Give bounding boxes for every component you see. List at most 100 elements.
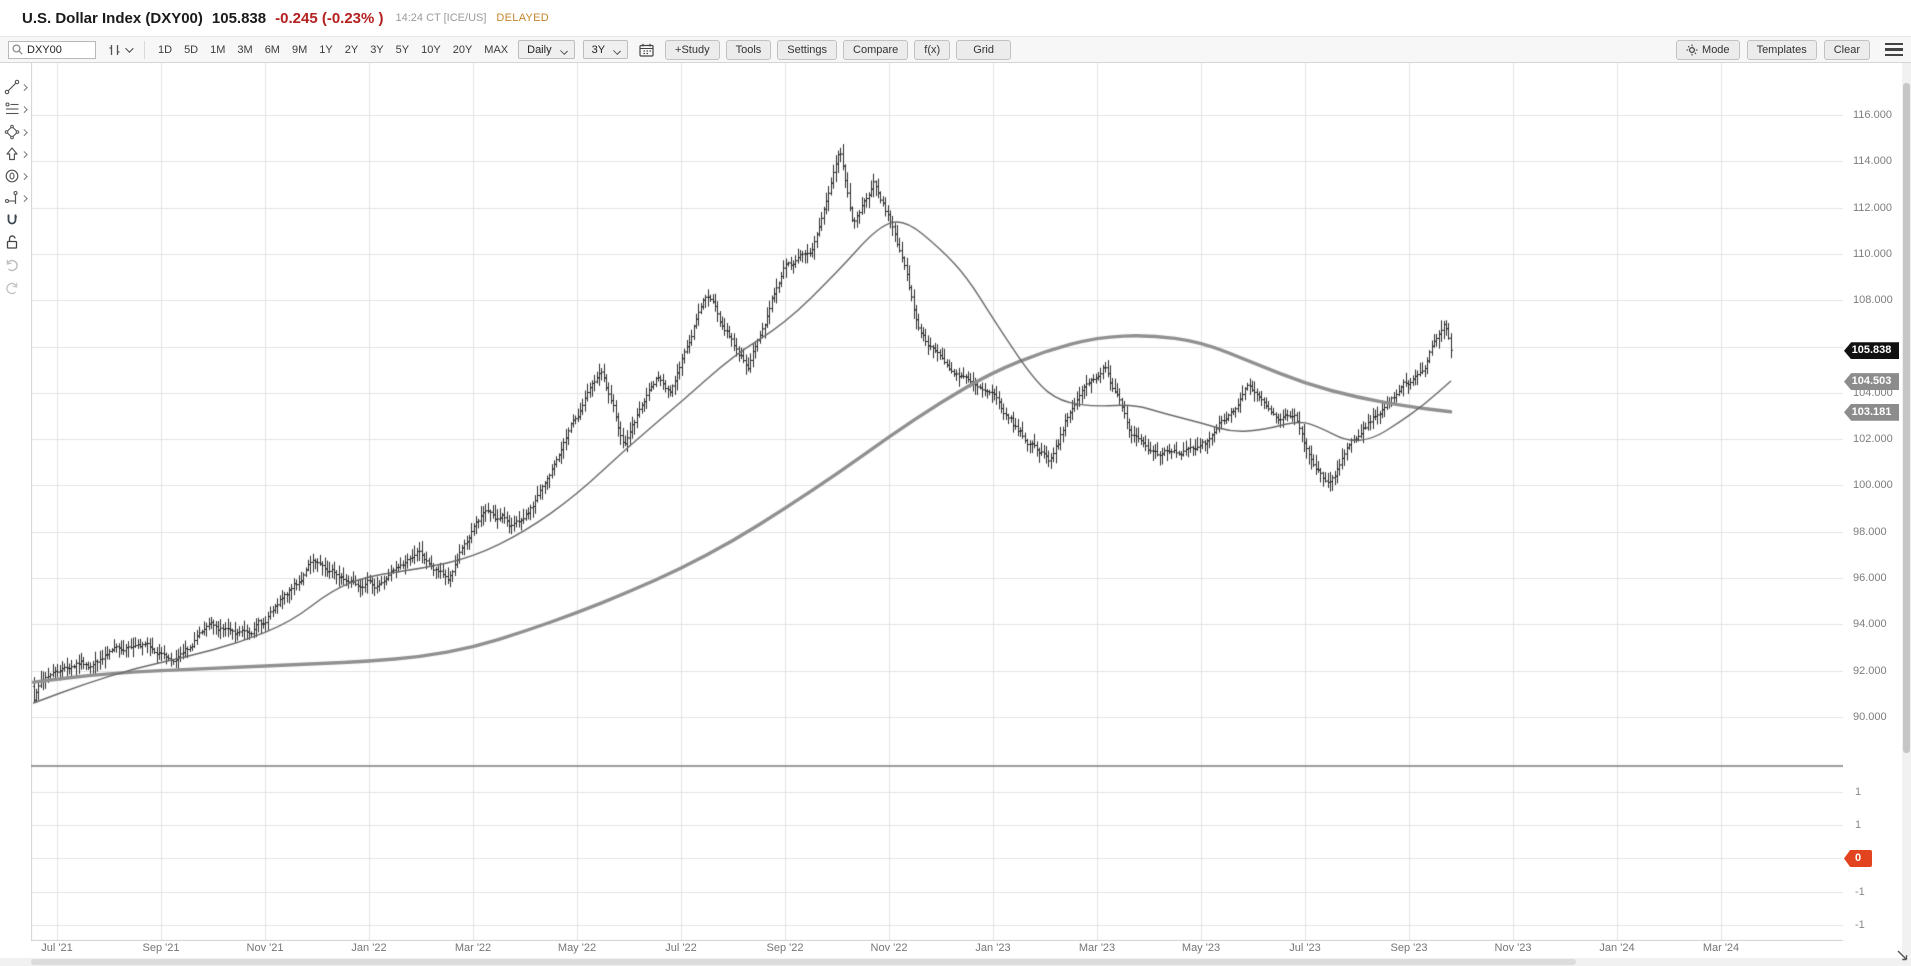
search-icon bbox=[12, 44, 23, 55]
mode-button[interactable]: Mode bbox=[1676, 39, 1740, 60]
study-value-badge: 0 bbox=[1844, 850, 1872, 867]
magnet-tool[interactable] bbox=[4, 210, 30, 230]
period-select[interactable]: 3Y bbox=[582, 40, 629, 59]
price-tick: 92.000 bbox=[1853, 664, 1887, 677]
interval-select[interactable]: Daily bbox=[518, 40, 575, 59]
trend-line-tool[interactable] bbox=[4, 77, 30, 97]
range-9m[interactable]: 9M bbox=[291, 43, 308, 56]
range-6m[interactable]: 6M bbox=[264, 43, 280, 56]
sma50-value-badge: 104.503 bbox=[1844, 373, 1899, 391]
price-tick: 100.000 bbox=[1853, 479, 1893, 492]
range-3m[interactable]: 3M bbox=[237, 43, 253, 56]
time-tick: Sep '23 bbox=[1390, 942, 1428, 954]
vertical-scrollbar-thumb[interactable] bbox=[1903, 83, 1910, 753]
range-1m[interactable]: 1M bbox=[210, 43, 226, 56]
resize-handle-icon[interactable] bbox=[1896, 949, 1909, 962]
chevron-right-icon bbox=[21, 83, 28, 91]
chevron-right-icon bbox=[21, 128, 28, 136]
toolbar-right: Mode Templates Clear bbox=[1676, 39, 1903, 60]
time-tick: Mar '24 bbox=[1702, 942, 1740, 954]
last-price-badge: 105.838 bbox=[1844, 342, 1899, 360]
time-tick: May '22 bbox=[557, 942, 597, 954]
time-tick: Jul '21 bbox=[41, 942, 73, 954]
grid-button[interactable]: Grid bbox=[956, 39, 1011, 60]
range-20y[interactable]: 20Y bbox=[452, 43, 473, 56]
f-x--button[interactable]: f(x) bbox=[914, 39, 951, 60]
range-5d[interactable]: 5D bbox=[184, 43, 199, 56]
range-1d[interactable]: 1D bbox=[158, 43, 173, 56]
arrow-tool[interactable] bbox=[4, 144, 30, 164]
chart-type-menu[interactable] bbox=[108, 43, 134, 57]
range-max[interactable]: MAX bbox=[484, 43, 509, 56]
tools-button[interactable]: Tools bbox=[725, 39, 772, 60]
price-chart-canvas[interactable] bbox=[31, 63, 1843, 941]
study-tick: -1 bbox=[1855, 919, 1865, 931]
range-1y[interactable]: 1Y bbox=[319, 43, 333, 56]
theme-sun-icon bbox=[1686, 44, 1698, 55]
lock-tool[interactable] bbox=[4, 232, 30, 252]
price-tick: 98.000 bbox=[1853, 525, 1887, 538]
study-tick: 1 bbox=[1855, 819, 1862, 831]
quote-header: U.S. Dollar Index (DXY00) 105.838 -0.245… bbox=[0, 0, 1911, 36]
symbol-search-input[interactable] bbox=[8, 40, 96, 59]
drawing-tools-sidebar bbox=[0, 63, 30, 966]
time-tick: May '23 bbox=[1181, 942, 1221, 954]
range-5y[interactable]: 5Y bbox=[395, 43, 410, 56]
horizontal-scrollbar[interactable] bbox=[0, 958, 1911, 966]
shapes-tool[interactable] bbox=[4, 122, 30, 142]
menu-icon[interactable] bbox=[1885, 43, 1903, 56]
range-10y[interactable]: 10Y bbox=[421, 43, 441, 56]
settings-button[interactable]: Settings bbox=[777, 39, 838, 60]
price-tick: 116.000 bbox=[1853, 109, 1892, 121]
time-tick: Sep '21 bbox=[142, 942, 180, 954]
chart-toolbar: 1D 5D 1M 3M 6M 9M 1Y 2Y 3Y 5Y 10Y 20Y MAX Daily 3Y +… bbox=[0, 36, 1911, 63]
vertical-scrollbar[interactable] bbox=[1902, 63, 1911, 957]
price-tick: 112.000 bbox=[1853, 201, 1892, 214]
measure-tool[interactable] bbox=[4, 188, 30, 208]
study-tick: 1 bbox=[1855, 786, 1862, 798]
price-tick: 94.000 bbox=[1853, 618, 1887, 631]
chevron-right-icon bbox=[21, 194, 28, 202]
quote-timestamp: 14:24 CT [ICE/US] bbox=[395, 12, 487, 24]
interval-value: Daily bbox=[527, 43, 552, 56]
calendar-button[interactable] bbox=[639, 43, 654, 57]
templates-button[interactable]: Templates bbox=[1746, 39, 1817, 60]
clear-button[interactable]: Clear bbox=[1823, 39, 1870, 60]
price-axis[interactable]: 116.000114.000112.000110.000108.000106.0… bbox=[1843, 63, 1901, 957]
symbol-title: U.S. Dollar Index (DXY00) bbox=[22, 9, 203, 27]
time-tick: Jul '23 bbox=[1289, 942, 1321, 954]
price-tick: 114.000 bbox=[1853, 155, 1892, 168]
time-tick: Nov '22 bbox=[870, 942, 908, 954]
time-tick: Jan '22 bbox=[351, 942, 387, 954]
time-tick: Nov '23 bbox=[1494, 942, 1532, 954]
time-tick: Jul '22 bbox=[665, 942, 697, 954]
fibonacci-tool[interactable] bbox=[4, 99, 30, 119]
time-tick: Mar '23 bbox=[1078, 942, 1116, 954]
time-tick: Nov '21 bbox=[246, 942, 284, 954]
range-3y[interactable]: 3Y bbox=[370, 43, 384, 56]
price-tick: 102.000 bbox=[1853, 433, 1893, 446]
time-tick: Sep '22 bbox=[766, 942, 804, 954]
range-2y[interactable]: 2Y bbox=[344, 43, 359, 56]
chevron-down-icon bbox=[559, 47, 568, 55]
toolbar-separator bbox=[144, 40, 145, 59]
redo-button[interactable] bbox=[4, 278, 30, 298]
chevron-down-icon bbox=[125, 43, 134, 53]
range-buttons: 1D 5D 1M 3M 6M 9M 1Y 2Y 3Y 5Y 10Y 20Y MAX bbox=[152, 41, 514, 59]
-study-button[interactable]: +Study bbox=[665, 39, 720, 60]
period-value: 3Y bbox=[591, 43, 606, 56]
price-tick: 108.000 bbox=[1853, 294, 1893, 307]
undo-button[interactable] bbox=[4, 255, 30, 275]
compare-button[interactable]: Compare bbox=[843, 39, 909, 60]
price-tick: 96.000 bbox=[1853, 572, 1887, 584]
mode-label: Mode bbox=[1702, 43, 1730, 56]
time-tick: Jan '24 bbox=[1599, 942, 1635, 954]
price-tick: 110.000 bbox=[1853, 247, 1892, 260]
chevron-down-icon bbox=[613, 47, 621, 55]
price-tick: 90.000 bbox=[1853, 710, 1887, 723]
chevron-right-icon bbox=[21, 172, 28, 180]
time-axis[interactable]: Jul '21 Sep '21 Nov '21 Jan '22 Mar '22 May '… bbox=[31, 941, 1843, 957]
horizontal-scrollbar-thumb[interactable] bbox=[31, 959, 1576, 965]
annotation-tool[interactable] bbox=[4, 166, 30, 186]
